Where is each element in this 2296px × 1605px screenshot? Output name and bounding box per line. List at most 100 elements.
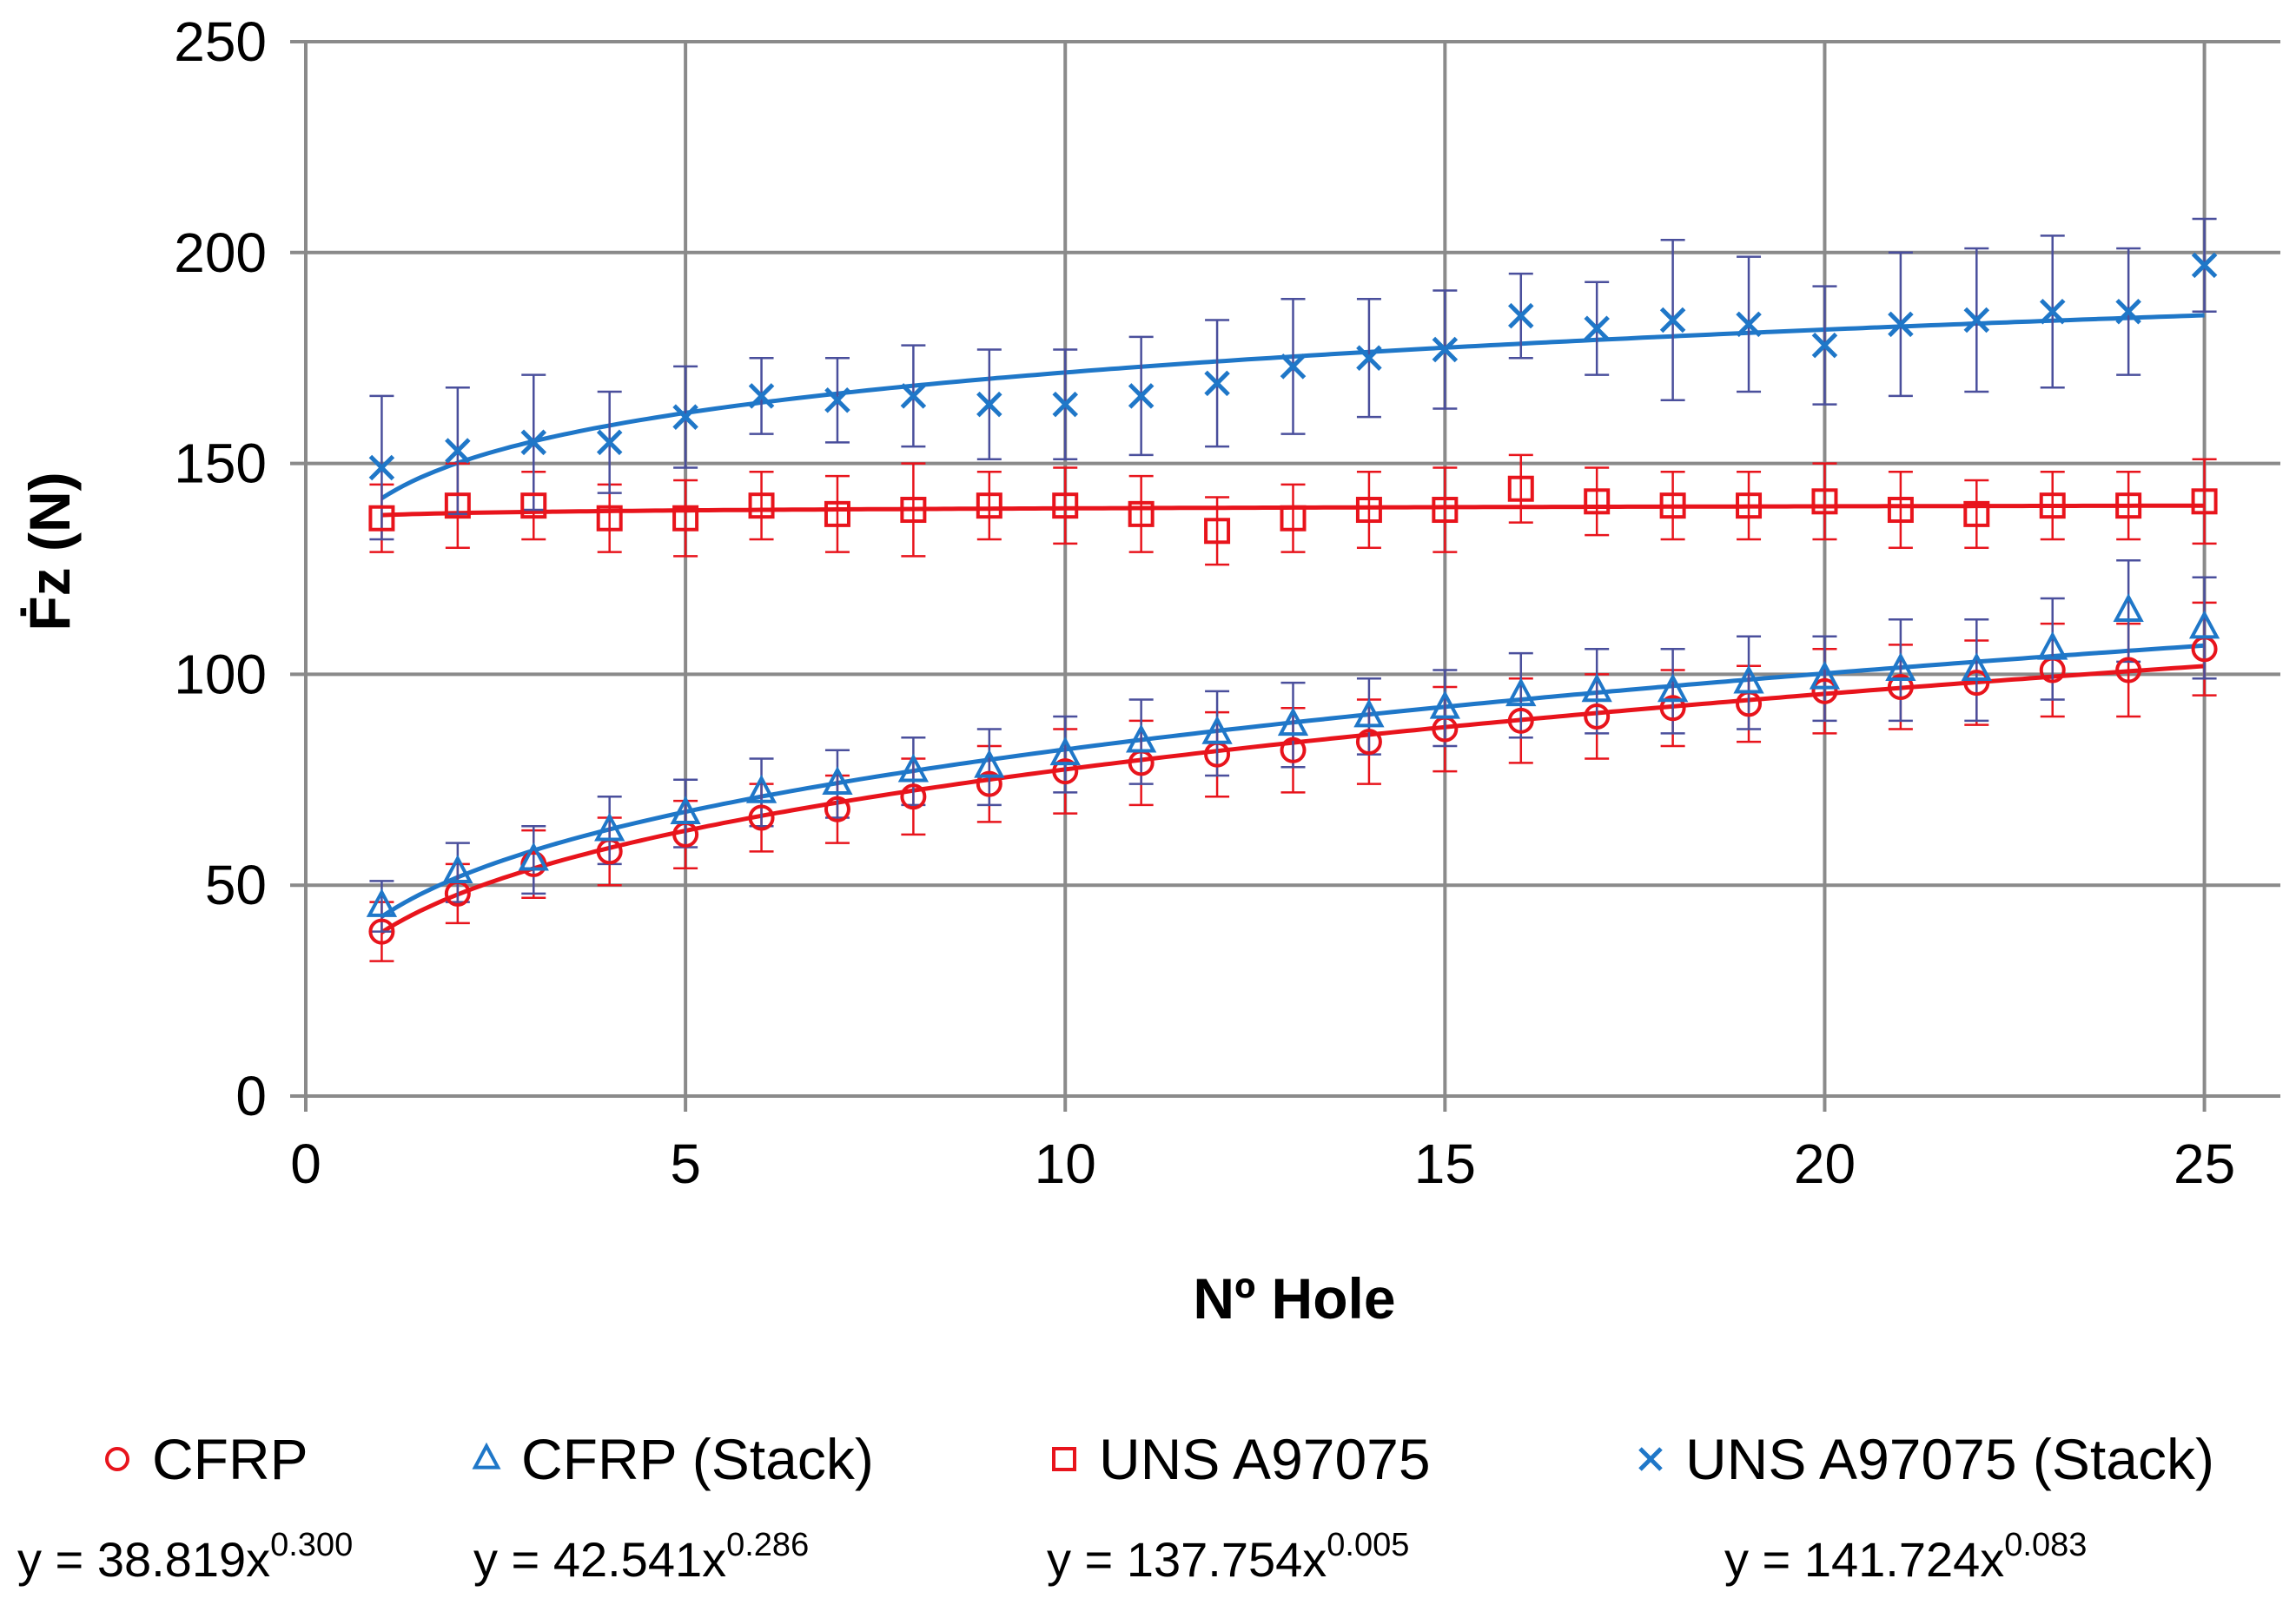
error-bar-cfrp-stack — [521, 824, 546, 895]
tick-labels: 0 50 100 150 200 250 0 5 10 15 20 25 — [174, 10, 2235, 1195]
marker-cfrp-stack — [1429, 690, 1460, 719]
x-marker-stroke — [1811, 332, 1838, 359]
error-bar-cfrp-stack — [1053, 715, 1078, 794]
error-bar-uns-a97075 — [1660, 471, 1685, 541]
x-marker-stroke — [1736, 311, 1762, 338]
error-bar-uns-a97075 — [1812, 462, 1837, 541]
marker-cfrp-stack — [1277, 707, 1309, 736]
error-bar-uns-a97075 — [749, 471, 774, 541]
marker-cfrp-stack — [1126, 723, 1157, 753]
marker-cfrp — [1811, 677, 1838, 704]
marker-cfrp — [1963, 670, 1990, 697]
x-marker-stroke — [596, 429, 623, 456]
error-bar-uns-a97075 — [2192, 458, 2217, 545]
legend-marker — [1638, 1447, 1663, 1471]
y-tick-label: 150 — [174, 433, 267, 495]
legend-equation: y = 141.724x0.083 — [1724, 1527, 2087, 1587]
marker-cfrp-stack — [366, 888, 398, 917]
y-tick-label: 200 — [174, 221, 267, 284]
marker-uns-a97075 — [748, 492, 775, 519]
legend-label: CFRP (Stack) — [521, 1427, 874, 1491]
marker-cfrp-stack — [1809, 660, 1841, 690]
marker-cfrp-stack — [1961, 652, 1992, 681]
legend-marker — [105, 1447, 129, 1471]
error-bar-uns-a97075 — [976, 471, 1002, 541]
legend: CFRP y = 38.819x0.300 CFRP (Stack) y = 42.5… — [17, 1427, 2214, 1587]
marker-uns-a97075-stack — [1659, 307, 1686, 334]
error-bar-uns-a97075 — [824, 474, 850, 553]
x-marker-stroke — [1432, 336, 1459, 363]
marker-uns-a97075 — [2039, 492, 2066, 519]
marker-uns-a97075 — [520, 492, 547, 519]
marker-uns-a97075-stack — [1888, 311, 1914, 338]
x-marker-stroke — [1888, 311, 1914, 338]
x-marker-stroke — [1128, 383, 1155, 409]
marker-cfrp-stack — [1885, 652, 1916, 681]
marker-uns-a97075 — [1204, 518, 1231, 545]
x-marker-stroke — [1356, 345, 1382, 371]
x-marker-stroke — [1659, 307, 1686, 334]
marker-cfrp-stack — [745, 774, 777, 803]
error-bar-uns-a97075 — [1053, 466, 1078, 545]
legend-item-uns-a97075: UNS A97075 — [1052, 1427, 1431, 1491]
x-marker-stroke — [1963, 307, 1990, 334]
marker-uns-a97075 — [1432, 497, 1459, 524]
error-bar-uns-a97075 — [901, 462, 926, 558]
error-bar-cfrp-stack — [976, 728, 1002, 807]
marker-cfrp-stack — [442, 855, 473, 884]
legend-marker — [472, 1442, 501, 1470]
error-bar-cfrp-stack — [1205, 690, 1230, 777]
marker-cfrp-stack — [2188, 610, 2220, 639]
marker-cfrp-stack — [670, 796, 701, 825]
x-marker-stroke — [900, 383, 927, 409]
marker-cfrp — [976, 770, 1002, 797]
marker-cfrp-stack — [2113, 593, 2144, 622]
x-marker-stroke — [672, 404, 698, 430]
error-bar-uns-a97075 — [1356, 471, 1381, 549]
marker-cfrp-stack — [822, 766, 853, 796]
y-tick-label: 0 — [235, 1065, 267, 1127]
error-bars — [369, 217, 2217, 962]
marker-uns-a97075-stack — [1736, 311, 1762, 338]
legend-equation: y = 38.819x0.300 — [17, 1527, 353, 1587]
equation-exponent: 0.083 — [2004, 1527, 2087, 1563]
marker-uns-a97075 — [824, 500, 850, 527]
marker-uns-a97075 — [1584, 488, 1611, 515]
x-tick-label: 20 — [1794, 1133, 1856, 1195]
x-tick-label: 10 — [1035, 1133, 1096, 1195]
equation-exponent: 0.300 — [270, 1527, 353, 1563]
marker-cfrp-stack — [1657, 673, 1689, 703]
equation-base: y = 141.724x — [1724, 1532, 2004, 1587]
marker-cfrp-stack — [1581, 673, 1612, 703]
legend-marker — [1052, 1447, 1076, 1471]
marker-uns-a97075-stack — [1963, 307, 1990, 334]
marker-cfrp — [368, 918, 395, 945]
marker-cfrp-stack — [1201, 715, 1233, 744]
marker-uns-a97075-stack — [1432, 336, 1459, 363]
marker-cfrp-stack — [897, 753, 930, 783]
data-markers — [366, 252, 2220, 945]
marker-cfrp-stack — [594, 812, 625, 842]
x-marker-stroke — [1584, 315, 1610, 341]
error-bar-uns-a97075 — [1280, 483, 1306, 553]
y-tick-label: 50 — [205, 854, 267, 916]
error-bar-uns-a97075 — [2116, 471, 2141, 541]
marker-uns-a97075-stack — [976, 391, 1002, 418]
error-bar-uns-a97075 — [1205, 496, 1230, 566]
error-bar-cfrp-stack — [1585, 648, 1610, 735]
legend-item-cfrp: CFRP — [105, 1427, 308, 1491]
marker-cfrp — [748, 804, 775, 831]
marker-uns-a97075 — [444, 492, 471, 519]
marker-uns-a97075-stack — [1584, 315, 1610, 341]
marker-cfrp — [1507, 707, 1534, 734]
marker-cfrp-stack — [1049, 736, 1081, 766]
marker-cfrp-stack — [1505, 677, 1537, 707]
x-marker-stroke — [368, 454, 395, 481]
marker-uns-a97075-stack — [748, 383, 775, 409]
x-marker-stroke — [2191, 252, 2218, 279]
x-tick-label: 15 — [1414, 1133, 1476, 1195]
legend-label: CFRP — [152, 1427, 308, 1491]
marker-cfrp — [1584, 703, 1611, 730]
marker-uns-a97075-stack — [1204, 370, 1230, 397]
error-bar-uns-a97075 — [1508, 453, 1533, 524]
